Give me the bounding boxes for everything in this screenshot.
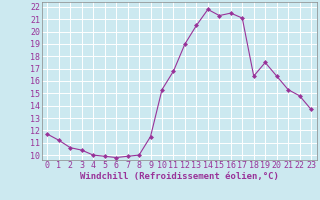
X-axis label: Windchill (Refroidissement éolien,°C): Windchill (Refroidissement éolien,°C) [80, 172, 279, 181]
